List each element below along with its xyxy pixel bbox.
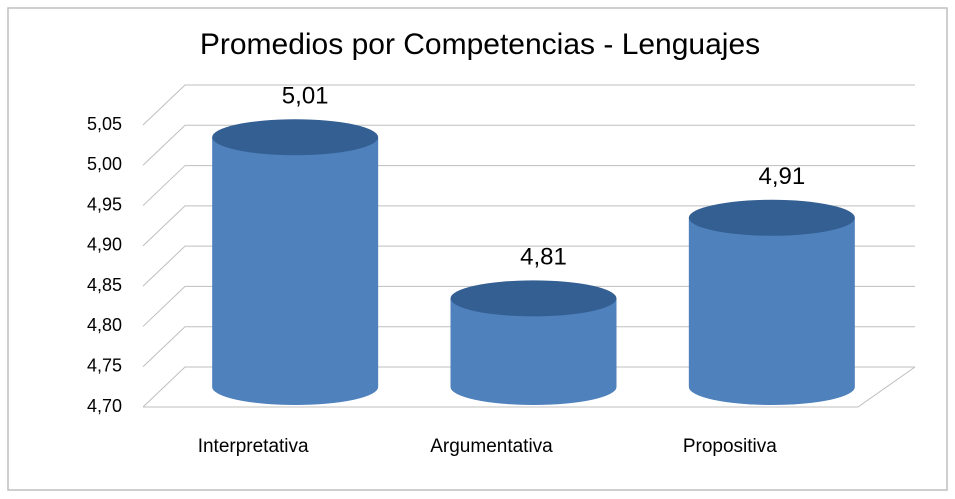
x-tick-label: Interpretativa [198, 436, 309, 457]
x-tick-label: Propositiva [683, 436, 777, 457]
y-tick-label: 4,80 [87, 315, 122, 335]
y-tick-label: 5,00 [87, 154, 122, 174]
grid-line [142, 366, 915, 408]
cylinder-top [450, 280, 617, 317]
grid-line [142, 84, 915, 126]
y-tick-label: 5,05 [87, 114, 122, 134]
y-tick-label: 4,85 [87, 275, 122, 295]
grid-line [142, 165, 915, 206]
cylinder-body [212, 137, 379, 405]
grid-line [142, 245, 915, 287]
cylinder-body [450, 298, 617, 405]
chart-title: Promedios por Competencias - Lenguajes [200, 28, 760, 61]
cylinder-body [688, 217, 855, 405]
grid-line [142, 205, 915, 247]
y-tick-label: 4,70 [87, 396, 122, 416]
cylinder-top [688, 199, 855, 236]
value-label: 4,81 [520, 244, 567, 271]
value-label: 5,01 [282, 83, 329, 110]
cylinder-top [212, 119, 379, 156]
value-label: 4,91 [758, 163, 805, 190]
y-tick-label: 4,75 [87, 355, 122, 375]
floor-edge [143, 366, 916, 408]
x-tick-label: Argumentativa [430, 436, 553, 457]
y-tick-label: 4,90 [87, 235, 122, 255]
grid-line [142, 285, 915, 327]
grid-line [142, 124, 915, 166]
y-tick-label: 4,95 [87, 194, 122, 214]
grid-line [142, 326, 915, 368]
